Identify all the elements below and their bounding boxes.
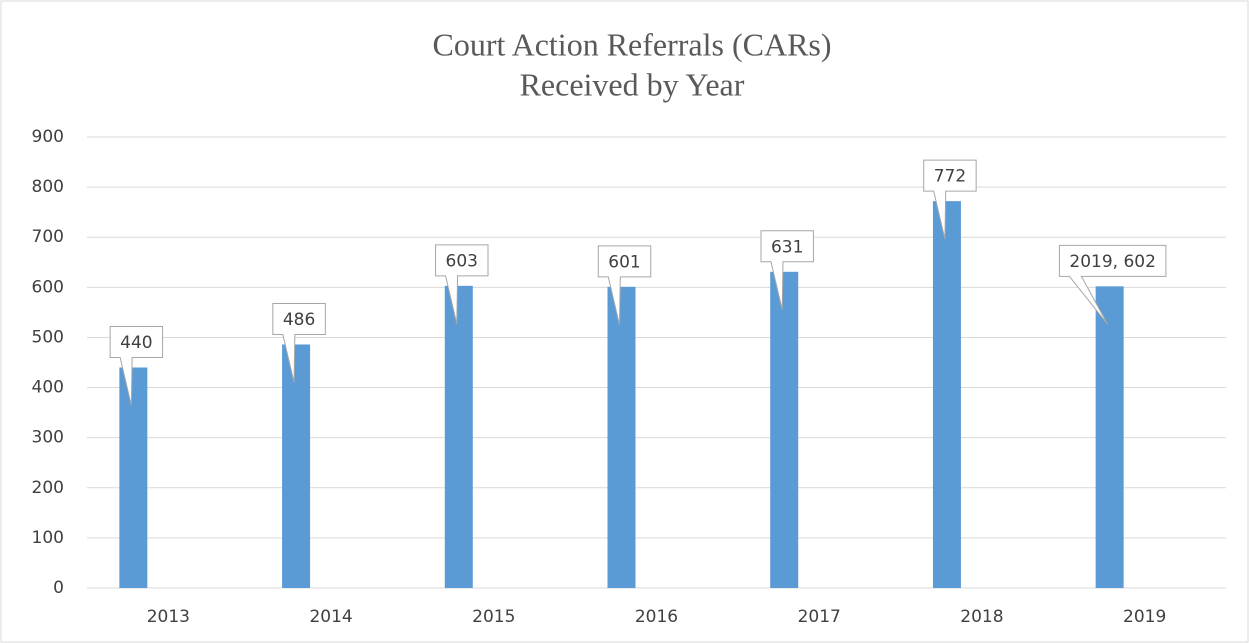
callout-box — [923, 159, 977, 240]
y-tick-label: 500 — [32, 327, 64, 347]
callout-box — [1058, 244, 1167, 325]
bar — [770, 271, 799, 588]
data-label: 603 — [446, 251, 478, 271]
x-tick-label: 2017 — [798, 607, 841, 627]
chart-title: Court Action Referrals (CARs) — [432, 26, 831, 62]
y-tick-label: 0 — [53, 578, 64, 598]
y-tick-label: 100 — [32, 528, 64, 548]
data-label-callout: 601 — [597, 245, 652, 325]
x-tick-label: 2013 — [147, 607, 190, 627]
x-tick-label: 2014 — [309, 607, 352, 627]
data-label: 440 — [120, 333, 152, 353]
y-tick-label: 800 — [32, 177, 64, 197]
bar — [444, 285, 473, 588]
bar — [1095, 286, 1124, 588]
bar — [607, 286, 636, 588]
data-label: 601 — [608, 252, 640, 272]
y-tick-label: 600 — [32, 277, 64, 297]
data-label: 631 — [771, 237, 803, 257]
y-tick-label: 900 — [32, 127, 64, 147]
y-tick-label: 300 — [32, 428, 64, 448]
data-label-callout: 2019, 602 — [1058, 244, 1167, 325]
callout-box — [435, 244, 489, 324]
bar — [119, 367, 148, 588]
data-label-callout: 486 — [272, 302, 326, 383]
bar — [282, 344, 311, 588]
data-label: 486 — [283, 310, 315, 330]
data-label-callout: 772 — [923, 159, 977, 240]
chart-title: Received by Year — [520, 66, 745, 102]
callout-box — [109, 326, 164, 406]
x-tick-label: 2019 — [1123, 607, 1166, 627]
x-tick-label: 2016 — [635, 607, 678, 627]
callout-box — [272, 302, 326, 383]
y-tick-label: 700 — [32, 227, 64, 247]
data-label: 772 — [934, 167, 966, 187]
y-tick-label: 400 — [32, 378, 64, 398]
data-label: 2019, 602 — [1069, 252, 1156, 272]
data-label-callout: 440 — [109, 326, 164, 406]
bar — [932, 201, 961, 589]
data-label-callout: 603 — [435, 244, 489, 324]
callout-box — [760, 230, 814, 310]
x-tick-label: 2015 — [472, 607, 515, 627]
data-label-callout: 631 — [760, 230, 814, 310]
x-tick-label: 2018 — [960, 607, 1003, 627]
callout-box — [597, 245, 652, 325]
y-tick-label: 200 — [32, 478, 64, 498]
